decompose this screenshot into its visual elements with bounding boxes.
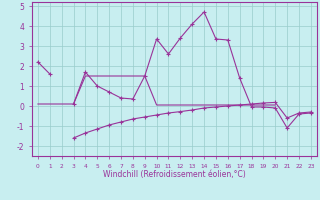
X-axis label: Windchill (Refroidissement éolien,°C): Windchill (Refroidissement éolien,°C) xyxy=(103,170,246,179)
